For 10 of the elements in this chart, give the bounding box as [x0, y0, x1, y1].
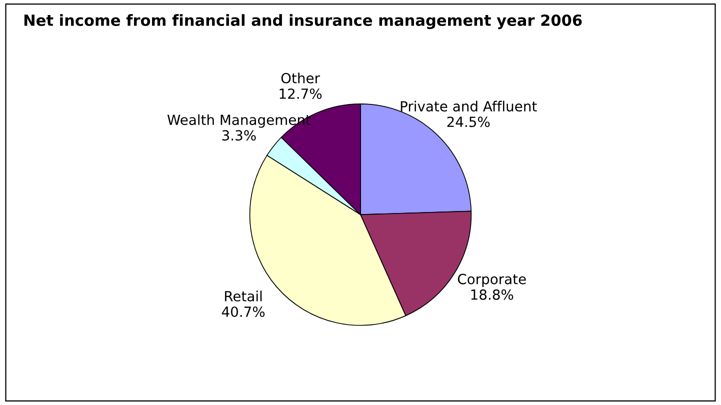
data-label: 40.7% — [222, 306, 265, 317]
data-label: 12.7% — [280, 88, 322, 99]
slice-label: Corporate — [458, 274, 526, 288]
slice-label: Private and Affluent — [400, 100, 537, 112]
data-label: 3.3% — [222, 130, 256, 141]
slice-label: Retail — [225, 290, 262, 302]
data-label: 18.8% — [471, 289, 514, 300]
data-label: 24.5% — [447, 116, 490, 128]
chart-title: Net income from financial and insurance management year 2006 — [24, 14, 582, 30]
slice-label: Other — [281, 72, 320, 84]
